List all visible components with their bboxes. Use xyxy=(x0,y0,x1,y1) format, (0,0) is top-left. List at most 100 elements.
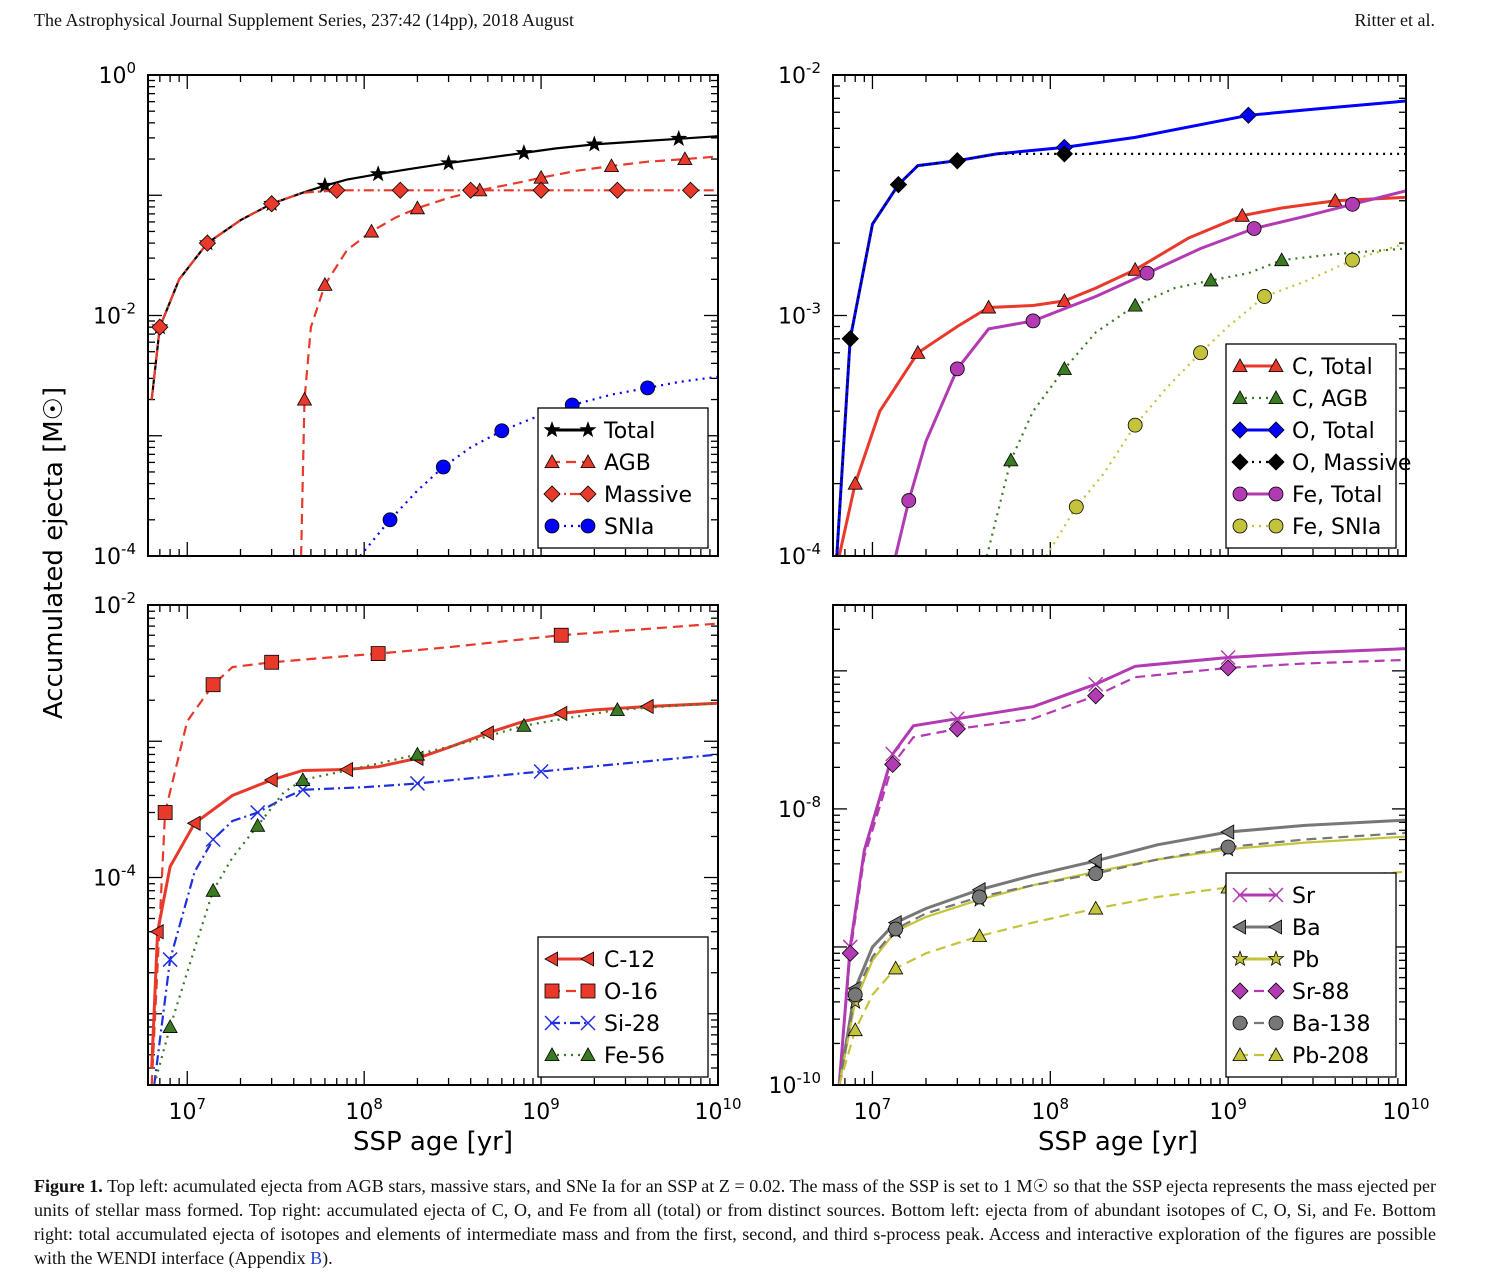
legend-label: O-16 xyxy=(604,980,658,1005)
diamond-marker xyxy=(1231,453,1249,471)
y-axis-label: Accumulated ejecta [M☉] xyxy=(39,387,69,719)
authors-header: Ritter et al. xyxy=(1354,10,1435,30)
triangle-marker xyxy=(249,817,266,832)
triangle-marker xyxy=(162,1019,178,1033)
circle-marker xyxy=(972,889,987,905)
circle-marker xyxy=(949,361,965,377)
x-tick-label: 1010 xyxy=(1382,1095,1429,1125)
diamond-marker xyxy=(151,318,169,336)
legend-label: C, AGB xyxy=(1292,387,1368,412)
series-line-o-16 xyxy=(150,622,718,1085)
legend: Sr Ba Pb Sr-88 Ba-138 Pb-208 xyxy=(1225,872,1397,1078)
series-line-c-agb xyxy=(985,247,1406,556)
circle-marker xyxy=(1232,518,1248,534)
triangle-marker xyxy=(1232,390,1248,405)
star-marker xyxy=(579,421,597,438)
square-marker xyxy=(544,983,560,999)
triangle-marker xyxy=(1268,1047,1284,1061)
x-marker xyxy=(1232,887,1248,903)
star-marker xyxy=(670,129,688,146)
diamond-marker xyxy=(841,330,859,348)
x-marker xyxy=(250,804,266,821)
triangle-left-marker xyxy=(339,761,354,778)
legend-label: C, Total xyxy=(1292,355,1373,380)
triangle-left-marker xyxy=(480,725,494,741)
diamond-marker xyxy=(948,720,966,738)
triangle-left-marker xyxy=(1268,919,1282,935)
legend-label: Si-28 xyxy=(604,1012,660,1037)
square-marker xyxy=(553,627,569,643)
diamond-marker xyxy=(889,176,908,194)
diamond-marker xyxy=(948,152,966,170)
triangle-left-marker xyxy=(639,698,654,715)
triangle-left-marker xyxy=(1232,919,1246,935)
legend-label: SNIa xyxy=(604,515,654,540)
x-tick-label: 108 xyxy=(1032,1095,1070,1125)
caption-end: ). xyxy=(322,1248,333,1268)
square-marker xyxy=(157,805,173,820)
circle-marker xyxy=(580,518,596,534)
legend: Total AGB Massive SNIa xyxy=(537,407,709,549)
diamond-marker xyxy=(391,181,409,199)
diamond-marker xyxy=(1267,982,1285,1000)
triangle-marker xyxy=(295,772,311,786)
circle-marker xyxy=(847,987,863,1003)
triangle-marker xyxy=(887,960,904,975)
x-marker xyxy=(1088,676,1104,692)
triangle-marker xyxy=(409,746,426,761)
diamond-marker xyxy=(263,195,281,213)
triangle-marker xyxy=(1203,272,1219,287)
x-axis-label-left: SSP age [yr] xyxy=(353,1127,513,1157)
x-tick-label: 107 xyxy=(168,1095,206,1125)
star-marker xyxy=(585,135,603,152)
legend-label: O, Total xyxy=(1292,419,1375,444)
chart-panel-top-left: 100 10-2 10-4 Total AGB Massive SNIa xyxy=(93,59,719,570)
circle-marker xyxy=(544,518,560,534)
triangle-marker xyxy=(677,151,693,166)
triangle-marker xyxy=(603,158,620,173)
series-line-massive xyxy=(150,189,718,400)
x-marker xyxy=(1220,649,1236,666)
y-tick-label: 10-4 xyxy=(93,862,136,892)
x-marker xyxy=(533,763,549,780)
circle-marker xyxy=(1345,252,1360,268)
figure-panels: 10010-210-4TotalAGBMassiveSNIa10-210-310… xyxy=(39,59,1430,1157)
series-group xyxy=(835,99,1406,556)
appendix-link[interactable]: B xyxy=(310,1248,323,1268)
star-marker xyxy=(543,421,561,438)
legend-label: Total xyxy=(603,419,655,444)
x-tick-label: 109 xyxy=(522,1095,560,1125)
legend-label: O, Massive xyxy=(1292,451,1411,476)
legend-label: Ba-138 xyxy=(1292,1012,1371,1037)
diamond-marker xyxy=(1087,687,1105,705)
circle-marker xyxy=(1193,345,1209,361)
caption-text: Top left: acumulated ejecta from AGB sta… xyxy=(34,1176,1436,1268)
triangle-left-marker xyxy=(553,705,568,722)
triangle-marker xyxy=(1327,192,1343,207)
triangle-marker xyxy=(1127,261,1143,276)
square-marker xyxy=(205,677,221,693)
x-tick-label: 1010 xyxy=(694,1095,741,1125)
circle-marker xyxy=(1220,839,1236,855)
plot-frame xyxy=(832,74,1407,557)
triangle-marker xyxy=(1268,358,1284,373)
x-tick-label: 107 xyxy=(854,1095,892,1125)
plot-frame xyxy=(832,604,1407,1086)
chart-panel-top-right: 10-2 10-3 10-4 C, Total C, AGB O, Total O, Mas… xyxy=(778,59,1411,570)
diamond-marker xyxy=(1055,145,1074,163)
series-line-si-28 xyxy=(153,753,718,1085)
x-marker xyxy=(1268,887,1284,903)
legend-label: Sr xyxy=(1292,884,1316,909)
circle-marker xyxy=(1246,221,1262,236)
star-marker xyxy=(515,144,533,161)
diamond-marker xyxy=(1231,982,1249,1000)
series-line-sr xyxy=(837,647,1406,1085)
diamond-marker xyxy=(579,485,597,503)
legend-box xyxy=(1225,872,1397,1078)
legend-label: AGB xyxy=(604,451,651,476)
diamond-marker xyxy=(608,181,627,199)
x-marker xyxy=(885,746,901,762)
chart-panel-bottom-right: 10-8 10-10 107 108 109 1010 Sr Ba Pb Sr-88 Ba-138 P… xyxy=(769,604,1430,1125)
diamond-marker xyxy=(543,485,561,503)
series-line-o-total xyxy=(835,99,1406,556)
